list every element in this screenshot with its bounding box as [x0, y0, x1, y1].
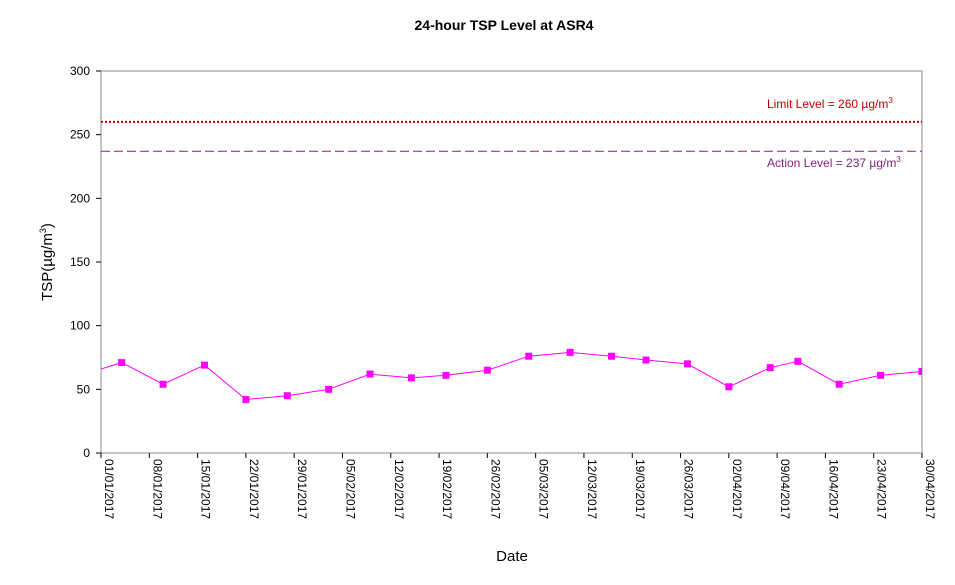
x-tick-label: 08/01/2017 — [150, 459, 164, 519]
data-point-marker — [766, 364, 774, 372]
limit-label-sup: 3 — [888, 96, 893, 105]
data-point-marker — [407, 374, 415, 382]
x-tick-label: 30/04/2017 — [923, 459, 937, 519]
data-point-marker — [642, 356, 650, 364]
limit-label-mu: µ — [861, 97, 868, 111]
data-point-marker — [725, 383, 733, 391]
data-point-marker — [242, 396, 250, 404]
x-tick-label: 23/04/2017 — [875, 459, 889, 519]
data-point-marker — [325, 385, 333, 393]
x-tick-label: 22/01/2017 — [247, 459, 261, 519]
plot-area-frame — [100, 70, 923, 454]
y-tick-label: 250 — [70, 128, 90, 142]
x-tick-label: 12/03/2017 — [585, 459, 599, 519]
action-label-mu: µ — [869, 156, 876, 170]
x-tick-label: 05/03/2017 — [537, 459, 551, 519]
action-label-sup: 3 — [896, 155, 901, 164]
y-axis: 0 50 100 150 200 250 300 — [70, 64, 101, 460]
action-level-label: Action Level = 237 µg/m3 — [767, 155, 901, 170]
data-point-marker — [918, 368, 922, 376]
x-tick-label: 01/01/2017 — [102, 459, 116, 519]
y-axis-title-sup: 3 — [38, 228, 48, 233]
limit-label-text: Limit Level = 260 — [767, 97, 861, 111]
x-axis: 01/01/2017 08/01/2017 15/01/2017 22/01/2017… — [100, 453, 937, 519]
y-axis-title-prefix: TSP( — [39, 267, 56, 301]
data-point-marker — [525, 352, 533, 360]
data-point-marker — [794, 357, 802, 365]
data-point-marker — [442, 371, 450, 379]
x-tick-label: 26/02/2017 — [488, 459, 502, 519]
data-point-marker — [683, 360, 691, 368]
x-tick-label: 29/01/2017 — [295, 459, 309, 519]
x-tick-label: 26/03/2017 — [682, 459, 696, 519]
data-point-marker — [159, 380, 167, 388]
y-tick-label: 0 — [83, 446, 90, 460]
action-label-text: Action Level = 237 — [767, 156, 869, 170]
x-tick-label: 05/02/2017 — [343, 459, 357, 519]
y-tick-label: 100 — [70, 319, 90, 333]
y-tick-label: 150 — [70, 255, 90, 269]
x-tick-label: 15/01/2017 — [199, 459, 213, 519]
y-tick-label: 300 — [70, 64, 90, 78]
data-point-marker — [835, 380, 843, 388]
x-axis-title: Date — [496, 548, 528, 565]
data-point-marker — [283, 392, 291, 400]
limit-label-unit: g/m — [868, 97, 888, 111]
x-tick-label: 19/03/2017 — [633, 459, 647, 519]
y-axis-title-suffix: ) — [39, 223, 56, 228]
y-tick-label: 50 — [77, 382, 91, 396]
data-point-marker — [118, 359, 126, 367]
series-layer — [101, 348, 922, 404]
series-0 — [101, 348, 922, 404]
data-point-marker — [483, 366, 491, 374]
action-label-unit: g/m — [876, 156, 896, 170]
data-point-marker — [608, 352, 616, 360]
data-point-marker — [366, 370, 374, 378]
x-tick-label: 12/02/2017 — [392, 459, 406, 519]
x-tick-label: 19/02/2017 — [440, 459, 454, 519]
data-point-marker — [877, 371, 885, 379]
y-axis-title-unit: g/m — [39, 233, 56, 258]
x-tick-label: 09/04/2017 — [778, 459, 792, 519]
chart-title: 24-hour TSP Level at ASR4 — [415, 17, 594, 33]
limit-level-label: Limit Level = 260 µg/m3 — [767, 96, 893, 111]
y-axis-title: TSP(µg/m3) — [38, 223, 56, 301]
x-tick-label: 02/04/2017 — [730, 459, 744, 519]
data-point-marker — [566, 348, 574, 356]
y-axis-title-mu: µ — [39, 258, 56, 267]
x-tick-label: 16/04/2017 — [826, 459, 840, 519]
y-tick-label: 200 — [70, 191, 90, 205]
data-point-marker — [200, 361, 208, 369]
